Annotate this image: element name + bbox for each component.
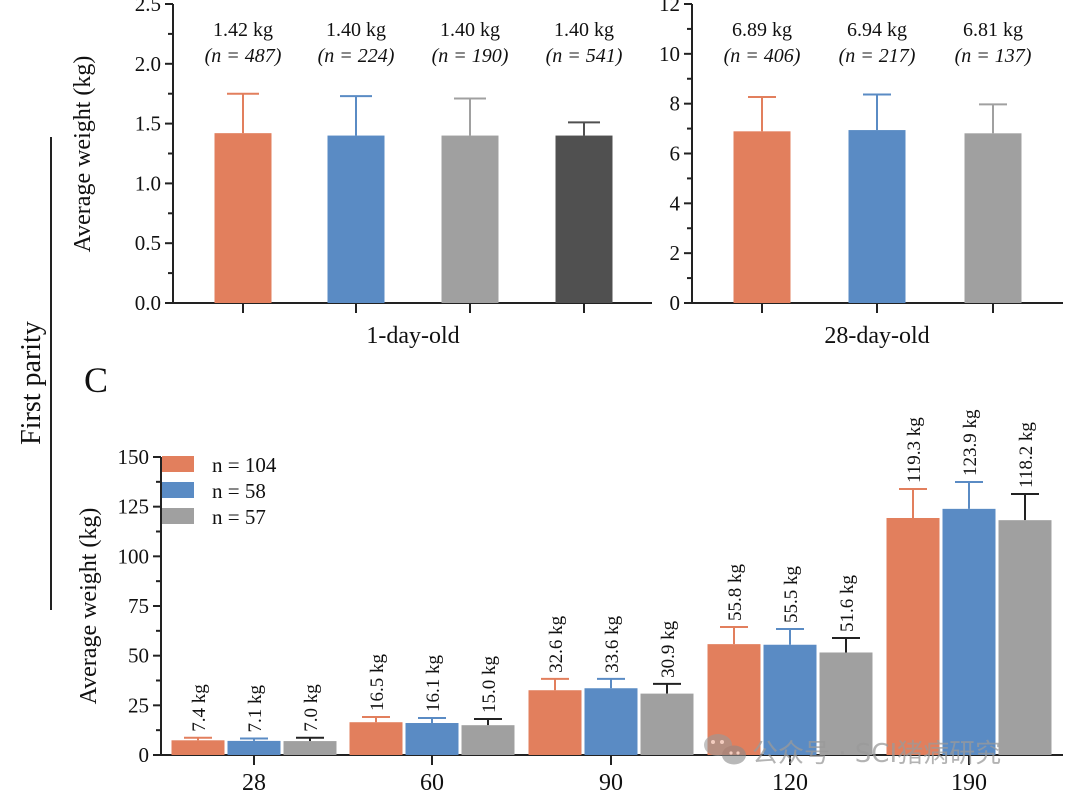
growth-y-tick-label: 50 xyxy=(128,644,149,668)
bar xyxy=(998,520,1052,755)
bar-n-label: (n = 224) xyxy=(318,45,395,67)
bar-value-label: 1.40 kg xyxy=(440,19,500,41)
day28-y-tick-label: 12 xyxy=(659,0,680,16)
growth-x-tick-label: 90 xyxy=(599,770,623,796)
growth-x-tick-label: 28 xyxy=(242,770,266,796)
bar-value-label: 30.9 kg xyxy=(658,620,679,678)
panel-letter: C xyxy=(84,360,108,400)
bar-n-label: (n = 137) xyxy=(955,45,1032,67)
bar xyxy=(214,133,272,303)
legend-swatch xyxy=(162,508,194,524)
day28-y-tick-label: 8 xyxy=(670,92,681,116)
day28-y-tick-label: 10 xyxy=(659,42,680,66)
bar xyxy=(528,690,582,755)
day28-y-tick-label: 2 xyxy=(670,241,681,265)
side-label: First parity xyxy=(16,321,47,445)
bar xyxy=(461,725,515,755)
bar-n-label: (n = 406) xyxy=(724,45,801,67)
growth-y-tick-label: 75 xyxy=(128,594,149,618)
legend-swatch xyxy=(162,482,194,498)
wechat-icon xyxy=(704,734,746,765)
chart-growth-by-age: 0 25 50 75 100 125 150 7.4 kg 7.1 kg 7.0 kg 28 16.5… xyxy=(76,409,1063,796)
watermark-text: 公众号 · SCI猪病研究 xyxy=(752,739,1001,769)
bar-value-label: 6.89 kg xyxy=(732,19,792,41)
bar-n-label: (n = 541) xyxy=(546,45,623,67)
bar xyxy=(964,133,1022,303)
bar-value-label: 7.1 kg xyxy=(245,685,266,733)
bar-value-label: 32.6 kg xyxy=(546,615,567,673)
growth-x-tick-label: 190 xyxy=(951,770,987,796)
bar xyxy=(441,135,499,303)
bar-value-label: 118.2 kg xyxy=(1016,422,1037,488)
bar-value-label: 1.40 kg xyxy=(554,19,614,41)
day28-y-tick-label: 0 xyxy=(670,291,681,315)
bar-value-label: 1.42 kg xyxy=(213,19,273,41)
growth-y-tick-label: 125 xyxy=(118,495,150,519)
bar-value-label: 119.3 kg xyxy=(904,417,925,483)
bar xyxy=(555,135,613,303)
growth-x-tick-label: 60 xyxy=(420,770,444,796)
bar-n-label: (n = 217) xyxy=(839,45,916,67)
bar xyxy=(733,131,791,303)
bar-value-label: 1.40 kg xyxy=(326,19,386,41)
growth-x-tick-label: 120 xyxy=(772,770,808,796)
bar xyxy=(349,722,403,755)
bar-value-label: 55.5 kg xyxy=(781,566,802,624)
day1-y-label: Average weight (kg) xyxy=(70,56,96,253)
bar-value-label: 123.9 kg xyxy=(960,409,981,476)
bar xyxy=(848,130,906,303)
legend-label: n = 104 xyxy=(212,453,277,477)
growth-y-tick-label: 100 xyxy=(118,544,150,568)
bar xyxy=(584,688,638,755)
day1-x-label: 1-day-old xyxy=(366,323,459,349)
growth-y-tick-label: 0 xyxy=(139,743,150,767)
day1-y-tick-label: 0.5 xyxy=(135,231,161,255)
bar xyxy=(283,741,337,755)
day28-y-tick-label: 6 xyxy=(670,142,681,166)
legend-label: n = 57 xyxy=(212,505,266,529)
growth-y-tick-label: 150 xyxy=(118,445,150,469)
bar-value-label: 55.8 kg xyxy=(725,564,746,622)
bar-value-label: 7.4 kg xyxy=(189,684,210,732)
day1-y-tick-label: 0.0 xyxy=(135,291,161,315)
bar xyxy=(819,652,873,755)
day28-x-label: 28-day-old xyxy=(824,323,929,349)
day1-y-tick-label: 2.0 xyxy=(135,52,161,76)
bar xyxy=(763,644,817,755)
bar-value-label: 6.94 kg xyxy=(847,19,907,41)
growth-y-label: Average weight (kg) xyxy=(76,508,102,705)
legend-swatch xyxy=(162,456,194,472)
day1-y-tick-label: 1.5 xyxy=(135,112,161,136)
bar xyxy=(405,723,459,755)
day1-y-tick-label: 1.0 xyxy=(135,171,161,195)
watermark: 公众号 · SCI猪病研究 xyxy=(704,734,1001,769)
bar-value-label: 33.6 kg xyxy=(602,615,623,673)
bar-value-label: 6.81 kg xyxy=(963,19,1023,41)
bar-value-label: 7.0 kg xyxy=(301,684,322,732)
bar-value-label: 16.1 kg xyxy=(423,655,444,713)
bar-value-label: 16.5 kg xyxy=(367,654,388,712)
bar-n-label: (n = 487) xyxy=(205,45,282,67)
bar-value-label: 51.6 kg xyxy=(837,574,858,632)
bar xyxy=(640,693,694,755)
chart-1-day-old: 0.0 0.5 1.0 1.5 2.0 2.5 1.42 kg (n = 487) 1.40 k… xyxy=(70,0,652,349)
bar xyxy=(886,517,940,755)
day28-y-tick-label: 4 xyxy=(670,191,681,215)
bar-value-label: 15.0 kg xyxy=(479,656,500,714)
bar xyxy=(327,135,385,303)
growth-y-tick-label: 25 xyxy=(128,693,149,717)
day1-y-tick-label: 2.5 xyxy=(135,0,161,16)
bar xyxy=(942,508,996,755)
chart-28-day-old: 0 2 4 6 8 10 12 6.89 kg (n = 406) 6.94 kg (n = 217… xyxy=(659,0,1063,349)
bar-n-label: (n = 190) xyxy=(432,45,509,67)
bar xyxy=(227,740,281,755)
bar xyxy=(171,740,225,755)
legend-label: n = 58 xyxy=(212,479,266,503)
